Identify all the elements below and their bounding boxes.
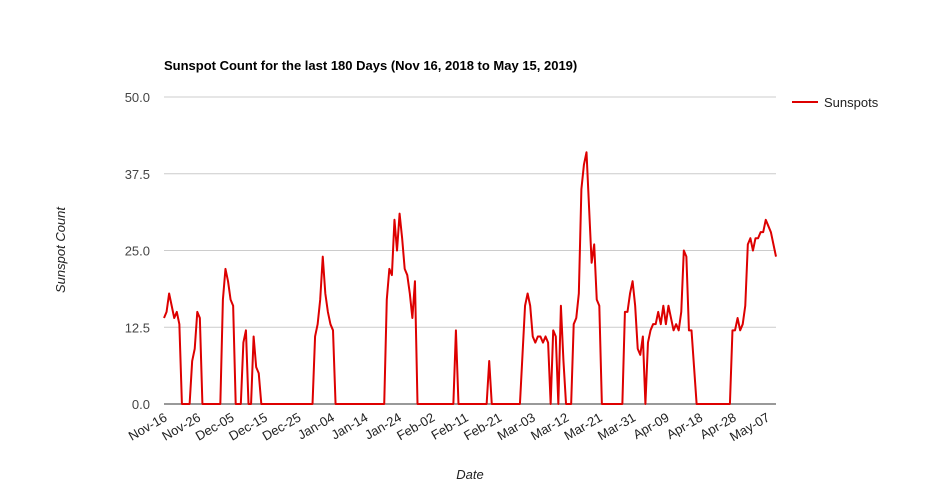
series-line-sunspots [163,151,777,405]
y-tick-label: 12.5 [125,320,150,335]
y-axis-ticks: 0.0 12.5 25.0 37.5 50.0 [125,90,150,412]
y-tick-label: 0.0 [132,397,150,412]
y-tick-label: 25.0 [125,244,150,259]
legend: Sunspots [792,95,879,110]
y-tick-label: 50.0 [125,90,150,105]
y-tick-label: 37.5 [125,167,150,182]
x-axis-label: Date [456,467,483,482]
series-layer [163,151,777,405]
y-axis-label: Sunspot Count [53,206,68,293]
legend-label-sunspots: Sunspots [824,95,879,110]
chart-title: Sunspot Count for the last 180 Days (Nov… [164,58,577,73]
